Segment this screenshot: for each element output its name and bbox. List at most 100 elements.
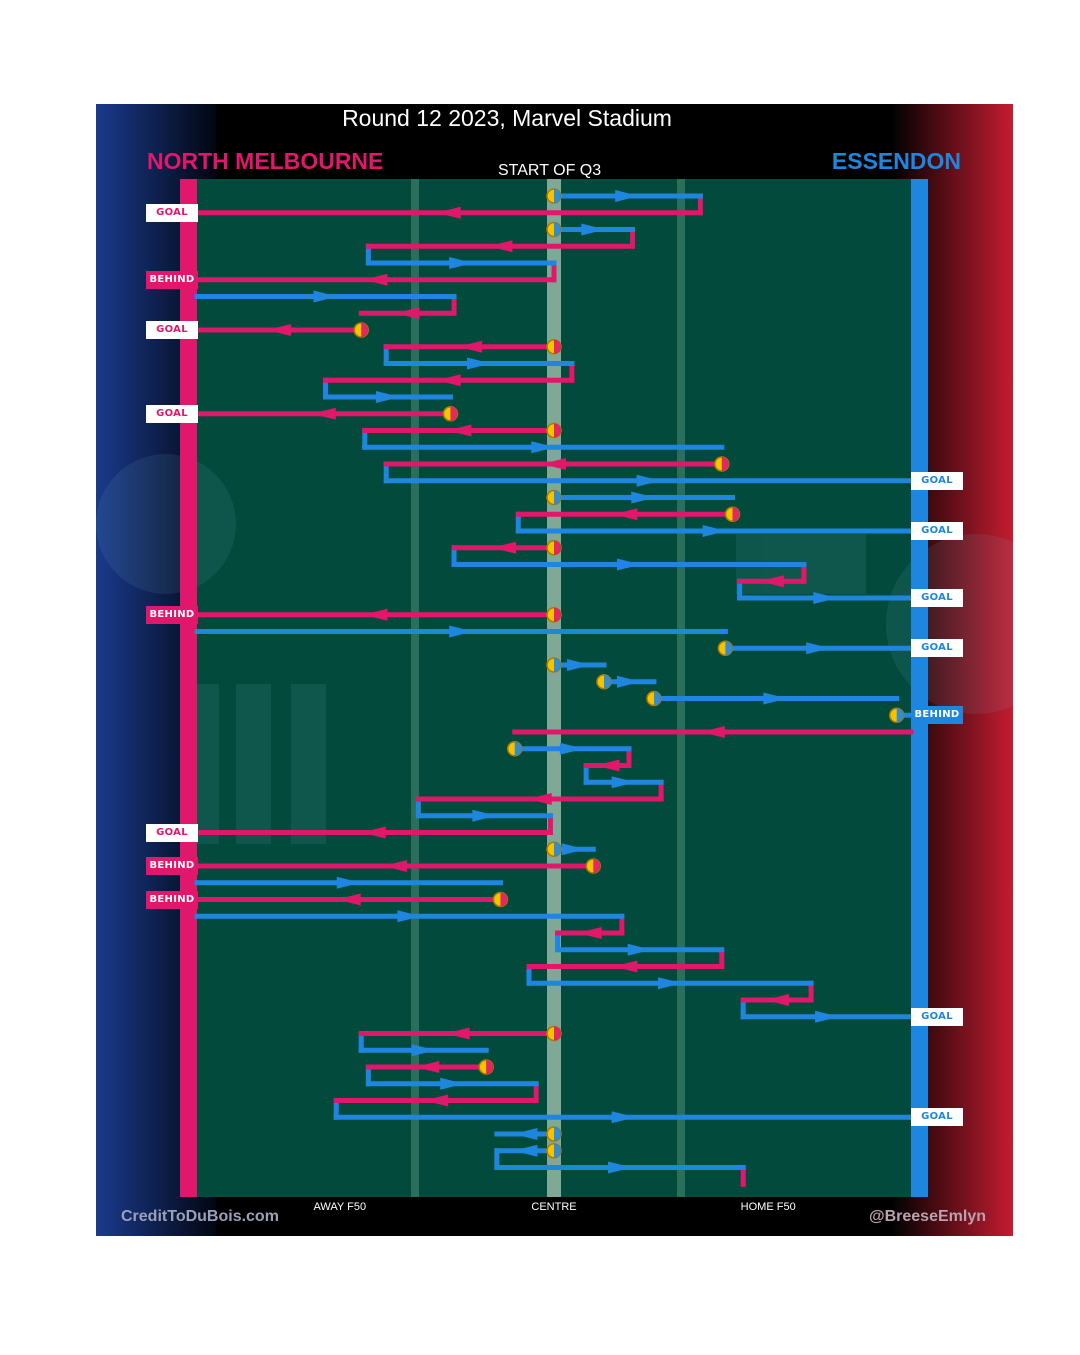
chain-arrow [806, 642, 831, 655]
result-badge: GOAL [146, 404, 198, 423]
chain-arrow [702, 525, 727, 537]
stoppage-marker-team [603, 674, 611, 689]
chain-arrow [561, 843, 586, 856]
chain-arrow [458, 340, 483, 353]
stoppage-marker-team [554, 1127, 561, 1141]
quarter-label: START OF Q3 [498, 162, 602, 179]
chain-arrow [513, 1128, 538, 1140]
chain-arrow [613, 508, 638, 521]
chain-arrow [472, 809, 497, 822]
chain-arrow [383, 860, 408, 872]
stoppage-marker-team [514, 741, 522, 756]
away-team-name: ESSENDON [831, 148, 961, 174]
chain-arrow [445, 1027, 470, 1040]
stoppage-marker-team [554, 189, 561, 203]
stoppage-marker-team [554, 222, 561, 237]
chain-arrow [397, 910, 422, 923]
chain-arrow [616, 558, 641, 571]
chart-title: Round 12 2023, Marvel Stadium [342, 105, 672, 131]
stoppage-marker-team [554, 607, 561, 622]
chain-arrow [611, 776, 636, 789]
chain-arrow [542, 458, 566, 470]
chain-arrow [627, 943, 652, 956]
chain-arrow [336, 876, 361, 889]
chain-arrow [436, 374, 461, 387]
stoppage-marker-team [554, 423, 561, 438]
chain-arrow [467, 357, 492, 370]
result-badge: GOAL [146, 823, 198, 842]
x-tick-label: HOME F50 [740, 1201, 796, 1213]
away-goal-line [911, 179, 928, 1197]
chain-arrow [813, 592, 838, 604]
result-badge: BEHIND [146, 605, 198, 624]
credit-website: CreditToDuBois.com [121, 1208, 279, 1225]
chain-arrow [613, 960, 638, 973]
chain-arrow [658, 977, 683, 990]
result-badge: GOAL [911, 1007, 963, 1026]
result-badge: GOAL [911, 1108, 963, 1127]
stoppage-marker-team [896, 708, 904, 723]
chain-arrow [449, 625, 474, 638]
chain-arrow [763, 692, 788, 705]
result-badge: GOAL [911, 471, 963, 490]
chain-arrow [424, 1094, 449, 1107]
stoppage-marker-team [554, 658, 561, 672]
result-badge: GOAL [146, 203, 198, 222]
stoppage-marker-team [593, 859, 601, 873]
result-badge: GOAL [911, 522, 963, 540]
result-badge: BEHIND [146, 270, 198, 289]
chain-arrow [361, 826, 386, 839]
chain-arrow [631, 491, 656, 504]
chain-arrow [363, 608, 388, 621]
stoppage-marker-team [554, 1143, 561, 1158]
chain-arrow [311, 407, 336, 420]
x-tick-label: AWAY F50 [313, 1201, 367, 1213]
home-f50-line [677, 179, 685, 1197]
chain-arrow [415, 1061, 440, 1073]
result-badge: BEHIND [146, 857, 198, 875]
stoppage-marker-team [554, 540, 561, 555]
stoppage-marker-team [721, 457, 729, 471]
credit-handle: @BreeseEmlyn [869, 1208, 986, 1225]
result-badge: BEHIND [911, 706, 963, 725]
stoppage-marker-team [725, 641, 733, 656]
chart-poster: GOAL BEHIND GOAL GOAL GOAL GOAL GOAL BEHIND GOAL… [96, 104, 1013, 1236]
stoppage-marker-team [653, 691, 661, 706]
stoppage-marker-team [554, 490, 561, 505]
chain-arrow [759, 575, 784, 588]
chain-arrow [611, 1111, 636, 1124]
chain-arrow [488, 240, 513, 253]
home-team-name: NORTH MELBOURNE [147, 148, 384, 174]
chain-arrow [700, 726, 725, 738]
stoppage-marker-team [554, 842, 561, 857]
chain-arrow [615, 190, 640, 202]
stoppage-marker-team [486, 1060, 494, 1074]
chain-arrow [375, 391, 400, 403]
chain-arrow [636, 474, 661, 487]
result-badge: GOAL [911, 639, 963, 658]
stoppage-marker-team [361, 323, 369, 337]
stoppage-marker-team [450, 406, 458, 421]
x-tick-label: CENTRE [531, 1201, 577, 1213]
chain-arrow [527, 793, 552, 805]
chain-layer [194, 188, 914, 1187]
stoppage-marker-team [554, 339, 561, 354]
away-f50-line [411, 179, 419, 1197]
chain-arrow [313, 290, 338, 303]
centre-line [547, 179, 561, 1197]
chain-arrow [581, 223, 606, 236]
stoppage-marker-team [500, 892, 508, 907]
chain-arrow [267, 324, 292, 336]
chain-arrow [559, 742, 584, 755]
chain-arrow [616, 675, 641, 688]
chain-arrow [449, 257, 474, 269]
chain-arrow [566, 659, 591, 671]
home-goal-line [180, 179, 197, 1197]
stoppage-marker-team [732, 507, 740, 522]
chain-arrow [531, 441, 556, 454]
chain-arrow [411, 1044, 436, 1057]
chain-arrow [395, 307, 420, 320]
result-badge: GOAL [146, 321, 198, 339]
chain-arrow [436, 206, 461, 219]
kick-chain-chart [96, 104, 1013, 1236]
